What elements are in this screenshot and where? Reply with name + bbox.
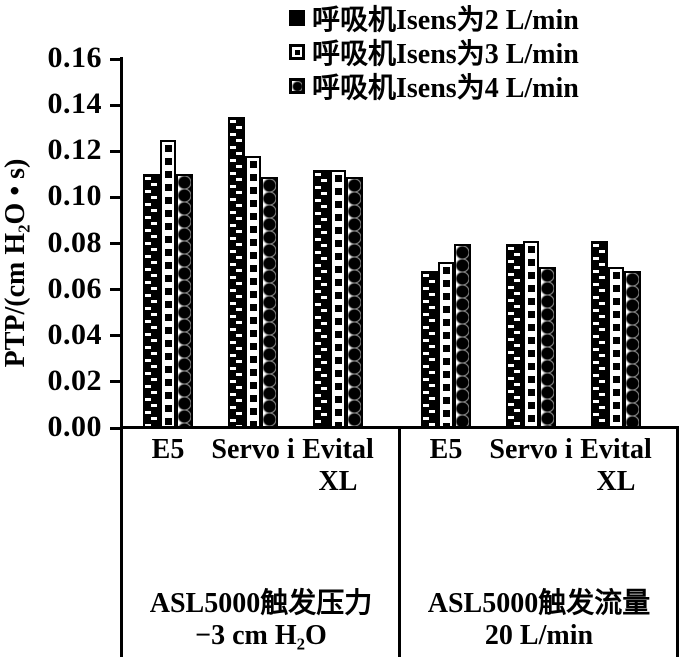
legend-item: 呼吸机Isens为4 L/min [289,69,579,104]
y-tick-label: 0.12 [47,133,102,167]
bar [421,271,438,428]
bar [159,139,177,428]
bar [437,261,455,428]
bar [539,266,556,428]
y-tick [110,288,122,292]
panel-divider-line [398,426,401,657]
condition-label-flow: ASL5000触发流量 20 L/min [403,588,675,652]
bar [624,271,641,428]
category-label: E5 [151,434,185,465]
y-tick-label: 0.06 [47,271,102,305]
y-tick [110,149,122,153]
bar [522,241,540,428]
legend: 呼吸机Isens为2 L/min 呼吸机Isens为3 L/min 呼吸机Ise… [289,1,579,104]
category-label: E5 [429,434,463,465]
bar [176,174,193,428]
y-tick [110,103,122,107]
category-label: Evital XL [302,434,374,497]
y-tick-label: 0.02 [47,363,102,397]
legend-item: 呼吸机Isens为2 L/min [289,1,579,36]
legend-open-square-dot-icon [289,44,305,60]
condition-line: ASL5000触发流量 [427,588,651,619]
bar [591,241,608,428]
category-label: Evital XL [580,434,652,497]
y-tick-label: 0.16 [47,41,102,75]
y-tick-label: 0.04 [47,317,102,351]
bar [261,176,278,428]
condition-line: 20 L/min [484,620,594,651]
bar [329,169,347,428]
y-tick-label: 0.08 [47,225,102,259]
legend-label: 呼吸机Isens为4 L/min [312,73,579,104]
legend-dot-icon [295,50,300,55]
y-tick [110,242,122,245]
bar [454,243,471,428]
y-tick [110,426,122,430]
y-tick [110,195,122,199]
y-tick-label: 0.00 [47,410,102,444]
bar [506,243,523,428]
condition-line: ASL5000触发压力 [149,588,373,619]
y-tick-label: 0.14 [47,87,102,121]
legend-label: 呼吸机Isens为3 L/min [312,39,579,70]
category-label: Servo i [211,434,295,465]
legend-item: 呼吸机Isens为3 L/min [289,35,579,70]
y-tick [110,380,122,384]
category-label: Servo i [489,434,573,465]
legend-solid-black-square-icon [289,10,305,26]
legend-label: 呼吸机Isens为2 L/min [312,5,579,36]
condition-label-pressure: ASL5000触发压力 −3 cm H₂O [125,588,397,652]
y-axis-line [120,57,123,657]
legend-half-shaded-square-icon [289,78,305,94]
y-tick [110,334,122,338]
bar [143,174,160,428]
bar [346,176,363,428]
bar [228,116,245,428]
bar [607,266,625,428]
bar [313,169,330,428]
bar [244,155,262,428]
condition-line: −3 cm H₂O [195,620,327,651]
y-tick-label: 0.10 [47,179,102,213]
y-tick [110,57,122,61]
right-border-line [676,426,679,657]
